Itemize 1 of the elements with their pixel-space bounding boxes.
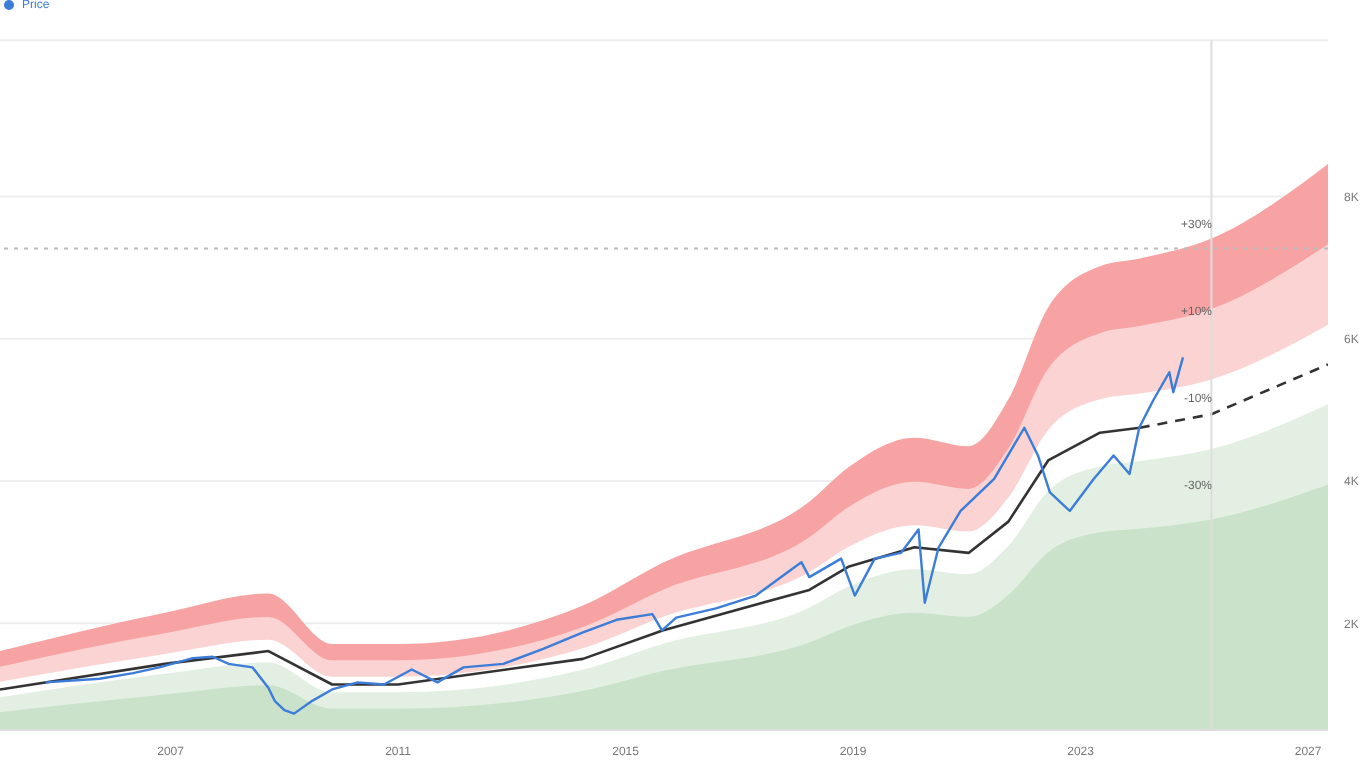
line-series: [44, 356, 1185, 715]
